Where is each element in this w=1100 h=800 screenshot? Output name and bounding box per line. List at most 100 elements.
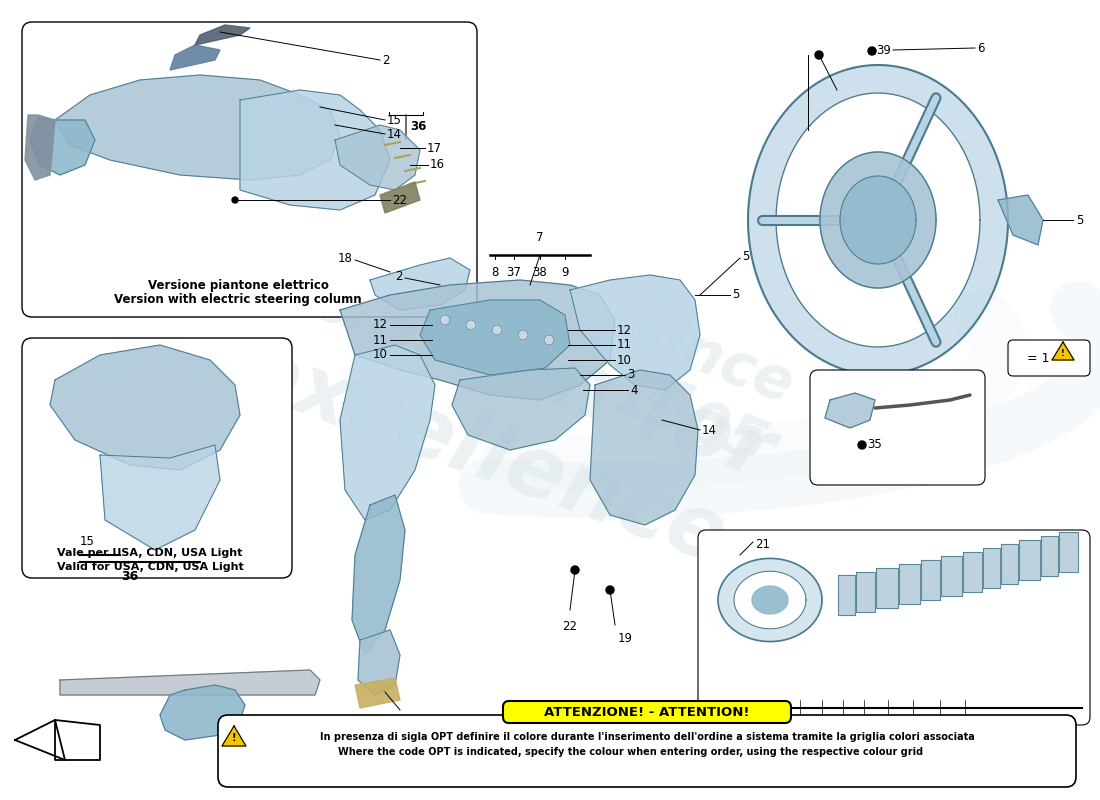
Text: 35: 35 <box>867 438 882 451</box>
Polygon shape <box>921 560 940 600</box>
Polygon shape <box>752 586 788 614</box>
FancyBboxPatch shape <box>218 715 1076 787</box>
Text: 5: 5 <box>732 289 739 302</box>
Polygon shape <box>940 556 962 596</box>
Polygon shape <box>355 678 400 708</box>
Circle shape <box>571 566 579 574</box>
Circle shape <box>1014 354 1022 362</box>
Text: 13: 13 <box>387 718 403 731</box>
FancyBboxPatch shape <box>1008 340 1090 376</box>
Text: 22: 22 <box>392 194 407 206</box>
Text: 15: 15 <box>80 535 95 548</box>
Text: Versione piantone elettrico: Versione piantone elettrico <box>147 278 329 291</box>
Text: 20: 20 <box>887 718 901 731</box>
Text: 14: 14 <box>702 423 717 437</box>
Polygon shape <box>734 571 806 629</box>
Polygon shape <box>899 564 920 604</box>
Text: = 1: = 1 <box>1023 351 1049 365</box>
Text: 25: 25 <box>751 718 764 728</box>
Text: 11: 11 <box>373 334 388 346</box>
Polygon shape <box>240 90 390 210</box>
Polygon shape <box>570 275 700 390</box>
Text: 14: 14 <box>387 127 402 141</box>
Text: 19: 19 <box>618 632 632 645</box>
Text: Where the code OPT is indicated, specify the colour when entering order, using t: Where the code OPT is indicated, specify… <box>339 747 924 757</box>
Polygon shape <box>748 65 1008 375</box>
Polygon shape <box>25 115 55 180</box>
Polygon shape <box>170 45 220 70</box>
Polygon shape <box>160 685 245 740</box>
Polygon shape <box>1041 536 1058 576</box>
Text: passion for
excellence: passion for excellence <box>214 234 785 586</box>
Text: 11: 11 <box>617 338 632 351</box>
Text: 4: 4 <box>630 383 638 397</box>
Polygon shape <box>370 258 470 310</box>
Polygon shape <box>195 25 250 45</box>
Text: 36: 36 <box>121 570 139 583</box>
Text: 37: 37 <box>507 266 521 279</box>
Text: 7: 7 <box>537 231 543 244</box>
Circle shape <box>518 330 528 340</box>
Circle shape <box>815 51 823 59</box>
Polygon shape <box>840 176 916 264</box>
Text: 12: 12 <box>373 318 388 331</box>
Text: 6: 6 <box>977 42 985 54</box>
Circle shape <box>440 315 450 325</box>
Polygon shape <box>452 368 590 450</box>
Text: ATTENZIONE! - ATTENTION!: ATTENZIONE! - ATTENTION! <box>544 706 750 718</box>
Text: 29: 29 <box>958 718 971 728</box>
Polygon shape <box>825 393 874 428</box>
Text: 16: 16 <box>430 158 446 171</box>
Text: 27: 27 <box>793 718 806 728</box>
Text: 10: 10 <box>373 349 388 362</box>
Circle shape <box>868 47 876 55</box>
Polygon shape <box>876 568 898 608</box>
Text: Vale per USA, CDN, USA Light: Vale per USA, CDN, USA Light <box>57 548 243 558</box>
Circle shape <box>890 728 898 736</box>
Circle shape <box>544 335 554 345</box>
Polygon shape <box>336 125 420 190</box>
Polygon shape <box>60 670 320 695</box>
Polygon shape <box>983 548 1000 588</box>
Polygon shape <box>340 345 434 520</box>
Polygon shape <box>100 445 220 550</box>
Polygon shape <box>379 182 420 213</box>
Text: 24: 24 <box>730 718 744 728</box>
Polygon shape <box>1059 532 1078 572</box>
Text: 3: 3 <box>627 369 635 382</box>
Text: Valid for USA, CDN, USA Light: Valid for USA, CDN, USA Light <box>56 562 243 572</box>
Polygon shape <box>590 370 698 525</box>
Polygon shape <box>55 720 100 760</box>
Polygon shape <box>1001 544 1018 584</box>
Polygon shape <box>420 300 570 375</box>
Text: 23: 23 <box>711 718 724 728</box>
FancyBboxPatch shape <box>22 22 477 317</box>
Circle shape <box>232 197 238 203</box>
Text: 12: 12 <box>617 323 632 337</box>
FancyBboxPatch shape <box>22 338 292 578</box>
Text: 2: 2 <box>396 270 403 282</box>
Polygon shape <box>962 552 982 592</box>
Text: 38: 38 <box>532 266 548 279</box>
Polygon shape <box>50 345 240 470</box>
Text: 17: 17 <box>427 142 442 154</box>
Text: 28: 28 <box>934 718 947 728</box>
Polygon shape <box>856 572 875 612</box>
Circle shape <box>492 325 502 335</box>
Text: 10: 10 <box>617 354 631 366</box>
Polygon shape <box>1052 342 1074 360</box>
Text: 31: 31 <box>836 718 849 728</box>
Text: Version with electric steering column: Version with electric steering column <box>114 294 362 306</box>
Polygon shape <box>352 495 405 655</box>
Text: since
1905: since 1905 <box>598 303 801 477</box>
Text: 36: 36 <box>410 121 427 134</box>
Polygon shape <box>776 93 980 347</box>
Polygon shape <box>30 118 95 175</box>
Polygon shape <box>1019 540 1040 580</box>
Text: 5: 5 <box>1076 214 1084 226</box>
Circle shape <box>606 586 614 594</box>
Polygon shape <box>222 726 246 746</box>
FancyBboxPatch shape <box>503 701 791 723</box>
Text: 5: 5 <box>742 250 749 262</box>
Text: 8: 8 <box>492 266 498 279</box>
